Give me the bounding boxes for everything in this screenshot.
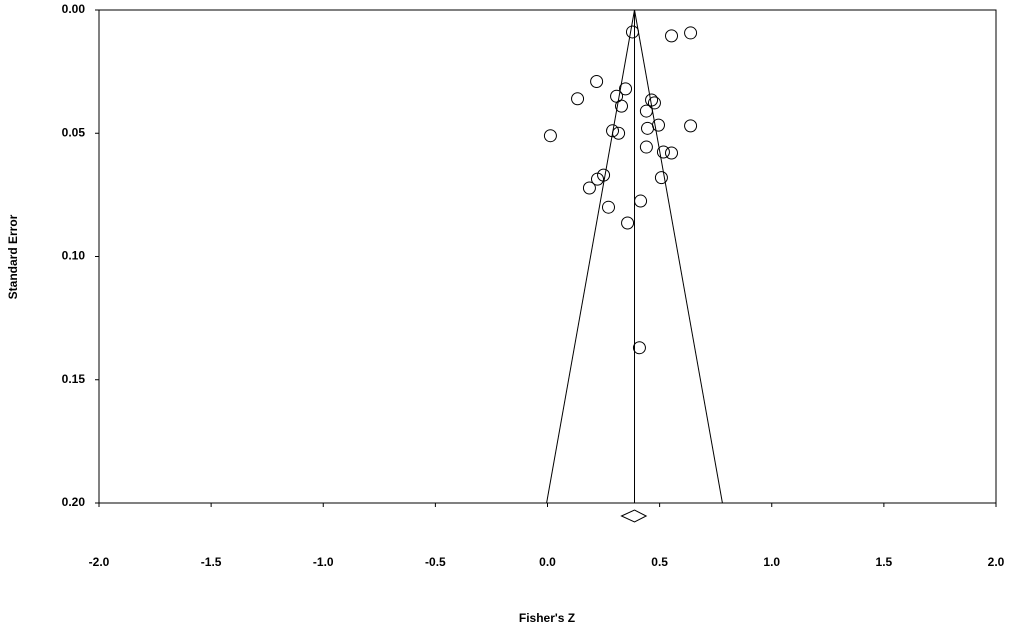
study-point (582, 181, 596, 195)
study-point (684, 26, 698, 40)
y-tick-label: 0.05 (62, 125, 86, 139)
x-tick-label: 1.5 (876, 555, 893, 569)
x-tick-label: 0.0 (539, 555, 556, 569)
x-tick-label: 1.0 (763, 555, 780, 569)
study-point (543, 129, 557, 143)
y-tick-label: 0.00 (62, 2, 86, 16)
study-point (641, 121, 655, 135)
study-point (601, 200, 615, 214)
study-point (634, 194, 648, 208)
study-point (639, 104, 653, 118)
x-tick-label: 2.0 (988, 555, 1005, 569)
study-point (612, 126, 626, 140)
x-axis-label: Fisher's Z (519, 611, 575, 625)
study-point (619, 82, 633, 96)
y-axis-label: Standard Error (6, 214, 20, 299)
study-point (654, 171, 668, 185)
funnel-line (634, 9, 723, 504)
study-point (647, 96, 661, 110)
study-point (656, 145, 670, 159)
y-tick-label: 0.20 (62, 495, 86, 509)
study-point (665, 29, 679, 43)
x-tick-label: -0.5 (425, 555, 446, 569)
study-point (645, 93, 659, 107)
study-point (652, 118, 666, 132)
study-point (632, 341, 646, 355)
study-point (571, 92, 585, 106)
y-tick-label: 0.10 (62, 249, 86, 263)
study-point (684, 119, 698, 133)
y-tick-label: 0.15 (62, 372, 86, 386)
plot-frame (98, 9, 997, 504)
study-point (621, 216, 635, 230)
study-point (606, 124, 620, 138)
x-tick-label: 0.5 (651, 555, 668, 569)
study-point (639, 140, 653, 154)
x-tick-label: -1.5 (201, 555, 222, 569)
summary-diamond (620, 509, 648, 523)
study-point (665, 146, 679, 160)
funnel-line (546, 9, 636, 504)
x-tick-label: -1.0 (313, 555, 334, 569)
study-point (625, 25, 639, 39)
study-point (615, 99, 629, 113)
study-point (591, 172, 605, 186)
study-point (590, 74, 604, 88)
x-tick-label: -2.0 (89, 555, 110, 569)
